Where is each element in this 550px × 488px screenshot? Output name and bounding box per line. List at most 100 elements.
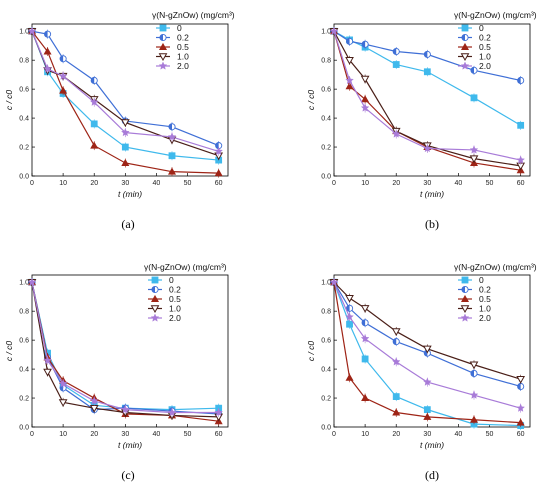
data-point	[469, 390, 479, 399]
data-point	[121, 128, 130, 137]
panel-label: (c)	[121, 468, 134, 482]
legend-marker	[151, 285, 159, 294]
data-point	[361, 95, 370, 103]
data-point	[167, 167, 177, 175]
data-point	[27, 26, 37, 35]
legend-marker	[460, 42, 470, 50]
legend-title: γ(N-gZnOw) (mg/cm³)	[454, 262, 537, 272]
legend-title: γ(N-gZnOw) (mg/cm³)	[152, 10, 235, 20]
series-0	[28, 27, 223, 165]
data-point	[346, 320, 353, 328]
data-point	[391, 328, 401, 336]
legend-entry: 0.5	[479, 42, 491, 52]
data-point	[392, 408, 401, 416]
legend-marker	[461, 24, 469, 32]
legend-entry: 1.0	[169, 304, 181, 314]
x-axis-title: t (min)	[118, 189, 142, 199]
data-point	[90, 76, 98, 85]
plot-frame	[333, 274, 531, 428]
data-point	[43, 64, 52, 73]
legend-marker	[460, 305, 470, 314]
chart-panel-1: 0 10 20 30 40 50 60 0.0 0.2 0.4 0.6 0.8 1.0 t (min) c …	[4, 10, 235, 231]
data-point	[360, 103, 370, 112]
legend-entry: 1.0	[177, 52, 189, 62]
data-point	[470, 66, 478, 74]
data-point	[58, 71, 68, 80]
data-point	[423, 143, 432, 153]
data-point	[470, 94, 478, 102]
data-point	[167, 132, 177, 141]
y-tick-label: 0.6	[19, 87, 29, 94]
x-tick-label: 50	[184, 431, 192, 438]
x-tick-label: 0	[30, 180, 34, 187]
legend-marker	[461, 285, 469, 294]
series-line	[31, 282, 219, 411]
legend-marker	[460, 294, 470, 302]
legend-marker	[158, 61, 168, 70]
data-point	[469, 415, 479, 423]
y-tick-label: 0.8	[19, 309, 29, 316]
data-point	[121, 158, 130, 166]
data-point	[423, 50, 431, 58]
data-point	[346, 37, 354, 45]
data-point	[120, 119, 130, 127]
plot-frame	[333, 23, 531, 177]
series-line	[31, 282, 219, 418]
y-axis-title: c / c0	[4, 341, 14, 362]
data-point	[214, 146, 223, 156]
legend-entry: 2.0	[169, 313, 181, 323]
legend-entry: 0.2	[479, 33, 491, 43]
series-0	[28, 278, 223, 415]
y-tick-label: 0.2	[321, 145, 331, 152]
data-point	[89, 97, 99, 106]
y-tick-label: 0.6	[321, 87, 331, 94]
data-point	[58, 379, 68, 388]
data-point	[361, 40, 369, 48]
legend-marker	[151, 276, 159, 284]
x-tick-label: 60	[215, 431, 223, 438]
legend-marker	[158, 42, 168, 50]
data-point	[516, 155, 525, 164]
data-point	[423, 377, 432, 386]
x-tick-label: 40	[455, 180, 463, 187]
x-tick-label: 30	[423, 180, 431, 187]
data-point	[59, 86, 68, 94]
legend-marker	[159, 24, 167, 32]
y-tick-label: 1.0	[19, 280, 29, 287]
data-point	[392, 338, 400, 346]
x-axis-title: t (min)	[420, 440, 444, 450]
data-point	[360, 305, 370, 313]
y-tick-label: 0.8	[321, 58, 331, 65]
legend-entry: 2.0	[479, 61, 491, 71]
y-tick-label: 0.4	[321, 367, 331, 374]
legend-entry: 1.0	[479, 304, 491, 314]
y-tick-label: 0.2	[19, 396, 29, 403]
y-tick-label: 1.0	[321, 29, 331, 36]
panel-label: (a)	[121, 217, 134, 231]
data-point	[329, 277, 339, 286]
data-point	[214, 168, 223, 177]
legend-entry: 2.0	[479, 313, 491, 323]
series-1_0	[27, 28, 224, 161]
data-point	[517, 76, 525, 85]
y-axis-title: c / c0	[4, 90, 14, 111]
data-point	[58, 399, 68, 407]
series-1_0	[27, 279, 224, 422]
y-tick-label: 0.0	[321, 425, 331, 432]
data-point	[346, 304, 354, 312]
data-point	[345, 75, 354, 85]
data-point	[392, 61, 400, 68]
legend-entry: 0	[479, 275, 484, 285]
legend-entry: 0.2	[169, 285, 181, 295]
plot-frame	[31, 23, 229, 177]
data-point	[361, 319, 369, 327]
chart-panel-4: 0 10 20 30 40 50 60 0.0 0.2 0.4 0.6 0.8 1.0 t (min) c …	[306, 262, 537, 482]
x-tick-label: 50	[486, 180, 494, 187]
data-point	[43, 355, 52, 365]
y-tick-label: 0.4	[19, 116, 29, 123]
x-tick-label: 20	[392, 180, 400, 187]
series-line	[31, 30, 219, 174]
data-point	[361, 355, 369, 363]
y-tick-label: 0.6	[19, 338, 29, 345]
data-point	[345, 56, 354, 65]
